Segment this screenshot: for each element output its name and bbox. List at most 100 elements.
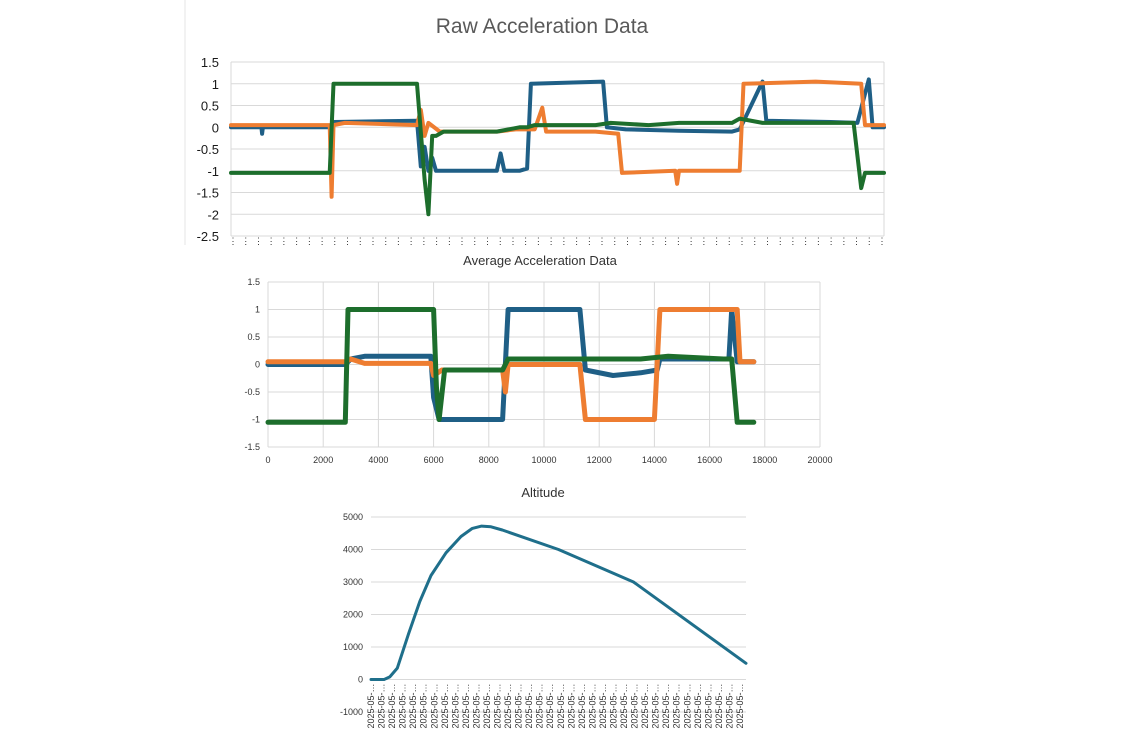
series-line-2 bbox=[229, 79, 886, 199]
x-tick-label: 2025-05-… bbox=[524, 683, 534, 728]
x-tick-label: ⋮ bbox=[356, 236, 365, 246]
raw-acceleration-chart: Raw Acceleration Data 1.5 1 0.5 0 -0.5 -1 -1.5… bbox=[197, 15, 887, 246]
x-tick-label: ⋮ bbox=[381, 236, 390, 246]
x-tick-label: 2025-05-… bbox=[735, 684, 745, 729]
x-tick-label: 2025-05-… bbox=[377, 683, 387, 728]
y-tick-label: 1000 bbox=[343, 642, 363, 652]
x-tick-label: ⋮ bbox=[318, 236, 327, 246]
x-tick-label: 2025-05-… bbox=[545, 683, 555, 728]
x-tick-label: ⋮ bbox=[801, 236, 810, 246]
x-tick-label: ⋮ bbox=[267, 236, 276, 246]
x-tick-label: 2025-05-… bbox=[366, 684, 376, 729]
x-tick-label: ⋮ bbox=[712, 236, 721, 246]
x-tick-label: 2025-05-… bbox=[714, 683, 724, 728]
x-tick-label: ⋮ bbox=[432, 236, 441, 246]
y-tick-label: 1.5 bbox=[247, 277, 260, 287]
x-tick-label: 2025-05-… bbox=[461, 684, 471, 729]
x-tick-label: 2025-05-… bbox=[450, 683, 460, 728]
y-tick-label: 0.5 bbox=[247, 332, 260, 342]
series-lines bbox=[265, 307, 757, 425]
y-tick-label: -1.5 bbox=[197, 186, 219, 201]
x-tick-label: 2025-05-… bbox=[630, 684, 640, 729]
x-tick-label: ⋮ bbox=[750, 236, 759, 246]
x-tick-label: 2025-05-… bbox=[640, 683, 650, 728]
x-tick-label: 18000 bbox=[752, 455, 777, 465]
gridlines bbox=[371, 516, 746, 713]
x-tick-label: ⋮ bbox=[839, 236, 848, 246]
x-tick-label: ⋮ bbox=[852, 236, 861, 246]
x-tick-label: 2025-05-… bbox=[661, 684, 671, 729]
y-tick-label: 5000 bbox=[343, 512, 363, 522]
series-line-3 bbox=[229, 81, 886, 217]
x-tick-label: ⋮ bbox=[458, 236, 467, 246]
x-tick-label: ⋮ bbox=[241, 236, 250, 246]
x-tick-label: ⋮ bbox=[483, 236, 492, 246]
x-tick-label: 2025-05-… bbox=[682, 684, 692, 729]
x-tick-label: ⋮ bbox=[419, 236, 428, 246]
x-tick-label: ⋮ bbox=[470, 236, 479, 246]
x-tick-label: ⋮ bbox=[648, 236, 657, 246]
x-tick-label: 2025-05-… bbox=[672, 683, 682, 728]
x-tick-label: 2025-05-… bbox=[556, 684, 566, 729]
y-tick-labels: 1.5 1 0.5 0 -0.5 -1 -1.5 -2 -2.5 bbox=[197, 55, 219, 244]
x-tick-label: ⋮ bbox=[610, 236, 619, 246]
series-lines bbox=[369, 524, 748, 681]
x-tick-label: ⋮ bbox=[878, 236, 887, 246]
chart-title-raw: Raw Acceleration Data bbox=[436, 15, 649, 38]
y-tick-label: -0.5 bbox=[244, 387, 260, 397]
x-tick-label: 10000 bbox=[531, 455, 556, 465]
y-tick-label: -1.5 bbox=[244, 442, 260, 452]
y-tick-label: 0 bbox=[255, 360, 260, 370]
y-tick-labels: 1.5 1 0.5 0 -0.5 -1 -1.5 bbox=[244, 277, 260, 452]
x-tick-label: ⋮ bbox=[394, 236, 403, 246]
x-tick-label: ⋮ bbox=[725, 236, 734, 246]
x-tick-label: ⋮ bbox=[521, 236, 530, 246]
x-tick-label: 2025-05-… bbox=[566, 683, 576, 728]
x-tick-label: ⋮ bbox=[687, 236, 696, 246]
x-tick-labels: ⋮ ⋮ ⋮ ⋮ ⋮ ⋮ ⋮ ⋮ ⋮ ⋮ ⋮ ⋮ ⋮ ⋮ ⋮ ⋮ ⋮ ⋮ ⋮ ⋮ ⋮ ⋮ ⋮ ⋮ ⋮ ⋮ ⋮ ⋮ ⋮ ⋮ ⋮ ⋮ ⋮ ⋮ ⋮ ⋮ ⋮ ⋮ ⋮ ⋮… bbox=[229, 236, 887, 246]
x-tick-label: ⋮ bbox=[229, 236, 238, 246]
x-tick-label: ⋮ bbox=[827, 236, 836, 246]
x-tick-label: ⋮ bbox=[636, 236, 645, 246]
y-tick-label: 3000 bbox=[343, 577, 363, 587]
x-tick-label: 2025-05-… bbox=[703, 684, 713, 729]
x-tick-label: ⋮ bbox=[305, 236, 314, 246]
x-tick-label: 2025-05-… bbox=[514, 684, 524, 729]
x-tick-label: ⋮ bbox=[534, 236, 543, 246]
x-tick-label: 8000 bbox=[479, 455, 499, 465]
x-tick-label: 2025-05-… bbox=[398, 683, 408, 728]
x-tick-label: ⋮ bbox=[661, 236, 670, 246]
x-tick-label: ⋮ bbox=[496, 236, 505, 246]
x-tick-label: 12000 bbox=[587, 455, 612, 465]
x-tick-label: 2025-05-… bbox=[609, 684, 619, 729]
y-tick-label: 4000 bbox=[343, 545, 363, 555]
x-tick-label: 20000 bbox=[807, 455, 832, 465]
y-tick-label: -1 bbox=[207, 164, 219, 179]
x-tick-label: 2025-05-… bbox=[429, 684, 439, 729]
x-tick-label: ⋮ bbox=[292, 236, 301, 246]
x-tick-label: 2025-05-… bbox=[440, 684, 450, 729]
x-tick-label: 2025-05-… bbox=[535, 684, 545, 729]
x-tick-label: ⋮ bbox=[623, 236, 632, 246]
series-lines bbox=[229, 77, 886, 217]
x-tick-label: 2025-05-… bbox=[387, 684, 397, 729]
x-tick-label: 16000 bbox=[697, 455, 722, 465]
y-tick-label: 1 bbox=[212, 77, 219, 92]
y-tick-label: -2.5 bbox=[197, 229, 219, 244]
x-tick-label: ⋮ bbox=[585, 236, 594, 246]
x-tick-label: ⋮ bbox=[279, 236, 288, 246]
x-tick-label: 2025-05-… bbox=[471, 683, 481, 728]
y-tick-label: 0 bbox=[212, 120, 219, 135]
series-line-3 bbox=[265, 307, 757, 425]
x-tick-label: 2000 bbox=[313, 455, 333, 465]
x-tick-label: 2025-05-… bbox=[651, 684, 661, 729]
x-tick-label: ⋮ bbox=[368, 236, 377, 246]
x-tick-label: 2025-05-… bbox=[419, 683, 429, 728]
x-tick-label: ⋮ bbox=[674, 236, 683, 246]
x-tick-label: 6000 bbox=[424, 455, 444, 465]
x-tick-label: ⋮ bbox=[598, 236, 607, 246]
x-tick-label: ⋮ bbox=[763, 236, 772, 246]
x-tick-label: 0 bbox=[265, 455, 270, 465]
series-line-2 bbox=[265, 307, 757, 422]
